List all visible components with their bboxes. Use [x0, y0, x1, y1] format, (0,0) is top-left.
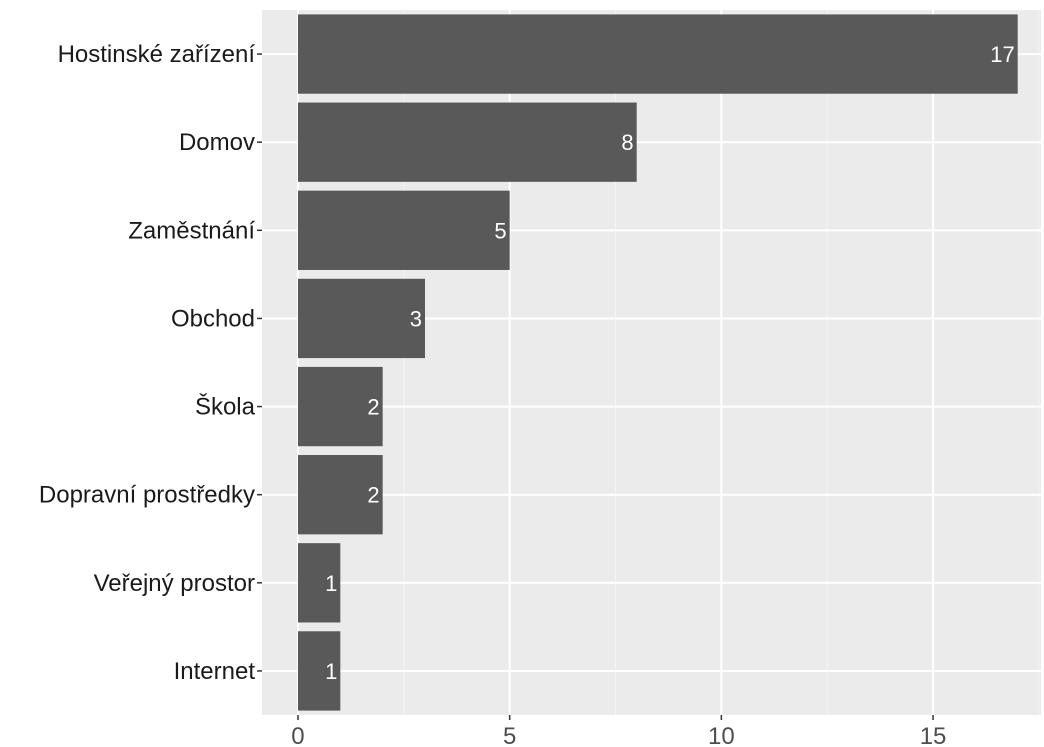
bar-value-label: 5	[494, 218, 506, 243]
bar	[297, 631, 341, 711]
bar	[297, 366, 383, 447]
bar-value-label: 2	[367, 395, 379, 420]
y-axis: Hostinské zařízení Domov Zaměstnání Obchod Š…	[39, 41, 262, 685]
y-tick-label: Zaměstnání	[128, 217, 255, 244]
bars	[297, 14, 1018, 711]
y-tick-label: Dopravní prostředky	[39, 482, 255, 509]
bar	[297, 455, 383, 535]
bar-value-label: 3	[410, 306, 422, 331]
bar-value-label: 1	[325, 571, 337, 596]
y-tick-label: Obchod	[171, 305, 255, 332]
bar-value-label: 17	[990, 42, 1014, 67]
y-tick-label: Škola	[195, 393, 256, 421]
bar-value-label: 8	[621, 130, 633, 155]
bar	[297, 543, 341, 623]
bar	[297, 278, 425, 359]
x-axis: 0 5 10 15	[291, 715, 946, 747]
bar	[297, 190, 510, 270]
x-tick-label: 0	[291, 723, 304, 747]
bar	[297, 102, 637, 182]
x-tick-label: 15	[920, 723, 947, 747]
y-tick-label: Hostinské zařízení	[58, 41, 256, 68]
y-tick-label: Veřejný prostor	[94, 570, 255, 597]
bar-value-label: 1	[325, 659, 337, 684]
bar	[297, 14, 1018, 94]
x-tick-label: 5	[503, 723, 516, 747]
bar-labels: 17 8 5 3 2 2 1 1	[325, 42, 1015, 684]
bar-value-label: 2	[367, 483, 379, 508]
y-tick-label: Domov	[179, 129, 255, 156]
x-tick-label: 10	[708, 723, 735, 747]
y-tick-label: Internet	[174, 658, 256, 685]
